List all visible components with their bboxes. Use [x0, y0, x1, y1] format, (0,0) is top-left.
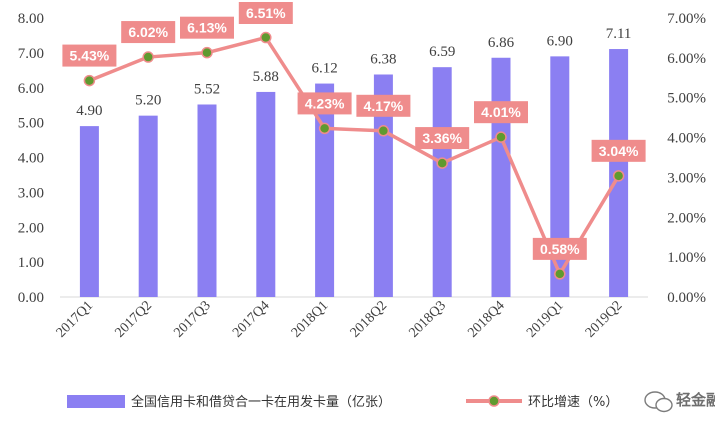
y-right-tick-label: 3.00%: [667, 170, 706, 186]
line-label-box: [591, 139, 646, 162]
line-label-box: [238, 2, 293, 24]
x-tick-label: 2017Q3: [171, 298, 214, 341]
wechat-icon: [644, 391, 673, 413]
line-value-label: 3.04%: [599, 143, 639, 159]
line-value-label: 6.02%: [128, 24, 168, 40]
line-point: [318, 122, 331, 135]
y-left-tick-label: 4.00: [18, 151, 44, 167]
line-label-box: [415, 127, 470, 150]
line-point: [612, 170, 625, 182]
line-value-label: 6.51%: [246, 5, 286, 21]
y-right-tick-label: 6.00%: [667, 51, 706, 67]
line-point: [142, 51, 154, 63]
y-right-tick-label: 2.00%: [667, 210, 706, 226]
y-left-tick-label: 6.00: [18, 81, 44, 97]
bar: [491, 57, 511, 297]
bar: [138, 115, 158, 298]
bar-value-label: 5.52: [194, 81, 220, 97]
line-label-box: [532, 237, 587, 260]
bar: [432, 67, 452, 297]
y-left-tick-label: 1.00: [18, 255, 44, 271]
legend-bar-swatch: [67, 395, 125, 408]
bar-value-label: 5.88: [253, 69, 279, 85]
bar-value-label: 5.20: [135, 93, 161, 109]
line-label-box: [180, 16, 234, 39]
bar: [197, 104, 217, 298]
legend: 全国信用卡和借贷合一卡在用发卡量（亿张） 环比增速（%）: [67, 394, 618, 410]
y-left-tick-label: 0.00: [18, 290, 44, 306]
legend-line-marker: [488, 395, 500, 407]
x-tick-label: 2019Q2: [583, 298, 626, 341]
line-label-box: [474, 101, 528, 124]
line-point: [495, 131, 507, 143]
y-left-tick-label: 5.00: [18, 116, 44, 132]
y-right-tick-label: 7.00%: [667, 11, 706, 27]
x-axis-ticks: 2017Q1 2017Q2 2017Q3 2017Q4 2018Q1 2018Q2 2018…: [54, 298, 626, 341]
line-point: [260, 31, 272, 44]
bar-value-label: 4.90: [76, 103, 102, 119]
bar-value-label: 6.12: [311, 61, 337, 77]
line-point: [436, 157, 448, 169]
legend-line-label: 环比增速（%）: [528, 395, 618, 410]
line-label-box: [62, 44, 117, 67]
bar-value-label: 7.11: [606, 26, 632, 42]
y-right-tick-label: 1.00%: [667, 250, 706, 266]
bar-value-label: 6.90: [547, 33, 573, 49]
line-value-label: 5.43%: [70, 48, 110, 64]
left-axis: 0.00 1.00 2.00 3.00 4.00 5.00 6.00 7.00 8.00: [18, 11, 44, 306]
bar: [79, 126, 99, 297]
y-left-tick-label: 7.00: [18, 46, 44, 62]
x-tick-label: 2019Q1: [524, 298, 567, 341]
y-left-tick-label: 8.00: [18, 11, 44, 27]
line-value-label: 6.13%: [187, 20, 227, 36]
x-tick-label: 2017Q2: [113, 298, 156, 341]
right-axis: 0.00% 1.00% 2.00% 3.00% 4.00% 5.00% 6.00% 7.00%: [667, 11, 706, 306]
line-label-box: [297, 92, 352, 115]
line-value-label: 3.36%: [422, 130, 462, 146]
line-label-box: [121, 21, 176, 44]
bar-value-labels: 4.90 5.20 5.52 5.88 6.12 6.38 6.59 6.86 6.90 7.11: [76, 26, 631, 119]
x-tick-label: 2018Q1: [289, 298, 332, 341]
line-value-label: 0.58%: [540, 241, 580, 257]
line-value-label: 4.01%: [481, 104, 521, 120]
x-tick-label: 2018Q4: [465, 298, 508, 341]
x-tick-label: 2018Q2: [348, 298, 391, 341]
bar: [315, 83, 335, 297]
y-left-tick-label: 2.00: [18, 220, 44, 236]
line-value-label: 4.23%: [305, 95, 345, 111]
line-point: [201, 46, 213, 59]
y-right-tick-label: 4.00%: [667, 131, 706, 147]
watermark-text: 轻金融: [676, 391, 715, 409]
line-point: [83, 74, 96, 87]
y-right-tick-label: 0.00%: [667, 290, 706, 306]
bar-value-label: 6.86: [488, 35, 515, 51]
line-point: [377, 125, 390, 137]
growth-line: [88, 35, 621, 276]
y-right-tick-label: 5.00%: [667, 91, 706, 107]
legend-bar-label: 全国信用卡和借贷合一卡在用发卡量（亿张）: [131, 394, 391, 410]
watermark: 轻金融: [644, 391, 715, 413]
x-tick-label: 2018Q3: [407, 298, 450, 341]
bar-value-label: 6.38: [370, 51, 396, 67]
line-label-box: [356, 94, 411, 117]
x-tick-label: 2017Q1: [54, 298, 97, 341]
line-series: [83, 31, 625, 280]
line-point: [554, 268, 566, 280]
line-value-labels: 5.43% 6.02% 6.13% 6.51% 4.23% 4.17% 3.36% 4.01%…: [62, 2, 646, 260]
bar: [550, 56, 570, 297]
bar-value-label: 6.59: [429, 44, 455, 60]
y-left-tick-label: 3.00: [18, 185, 44, 201]
bar: [256, 91, 276, 297]
x-tick-label: 2017Q4: [230, 298, 273, 341]
line-value-label: 4.17%: [364, 98, 404, 114]
